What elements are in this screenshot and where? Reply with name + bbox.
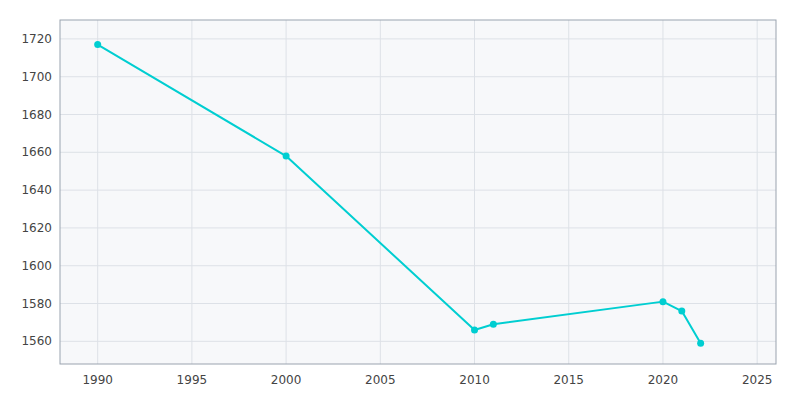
series (94, 41, 704, 347)
point (697, 340, 704, 347)
x-tick-label: 2000 (271, 373, 302, 387)
point (490, 321, 497, 328)
y-grid-line (60, 38, 776, 39)
x-grid-line (380, 20, 381, 364)
y-grid-line (60, 152, 776, 153)
y-tick-label: 1720 (21, 32, 52, 46)
x-tick-label: 2025 (742, 373, 773, 387)
line (98, 45, 701, 344)
y-tick-label: 1700 (21, 70, 52, 84)
x-tick-label: 1995 (177, 373, 208, 387)
x-grid-line (662, 20, 663, 364)
point (678, 308, 685, 315)
y-grid-line (60, 76, 776, 77)
y-grid-line (60, 265, 776, 266)
x-tick-label: 2015 (553, 373, 584, 387)
plot-frame (60, 20, 776, 364)
x-grid-line (191, 20, 192, 364)
y-grid-line (60, 341, 776, 342)
point (471, 326, 478, 333)
y-grid-line (60, 227, 776, 228)
y-tick-label: 1620 (21, 221, 52, 235)
x-tick-label: 2005 (365, 373, 396, 387)
y-tick-label: 1560 (21, 334, 52, 348)
y-tick-label: 1600 (21, 259, 52, 273)
y-tick-label: 1680 (21, 108, 52, 122)
point (94, 41, 101, 48)
y-tick-label: 1580 (21, 297, 52, 311)
x-tick-label: 2010 (459, 373, 490, 387)
chart: 1990 1995 2000 2005 2010 2015 2020 2025 1560 1580… (0, 0, 800, 400)
y-grid-line (60, 114, 776, 115)
x-tick-label: 1990 (82, 373, 113, 387)
y-tick-label: 1660 (21, 145, 52, 159)
x-grid-line (474, 20, 475, 364)
x-tick-label: 2020 (648, 373, 679, 387)
plot-background (60, 20, 776, 364)
x-grid-line (568, 20, 569, 364)
x-grid-line (286, 20, 287, 364)
x-grid-line (97, 20, 98, 364)
y-tick-label: 1640 (21, 183, 52, 197)
grid (60, 20, 776, 364)
x-grid-line (757, 20, 758, 364)
point (283, 153, 290, 160)
point (659, 298, 666, 305)
axes: 1990 1995 2000 2005 2010 2015 2020 2025 1560 1580… (21, 32, 772, 387)
y-grid-line (60, 190, 776, 191)
